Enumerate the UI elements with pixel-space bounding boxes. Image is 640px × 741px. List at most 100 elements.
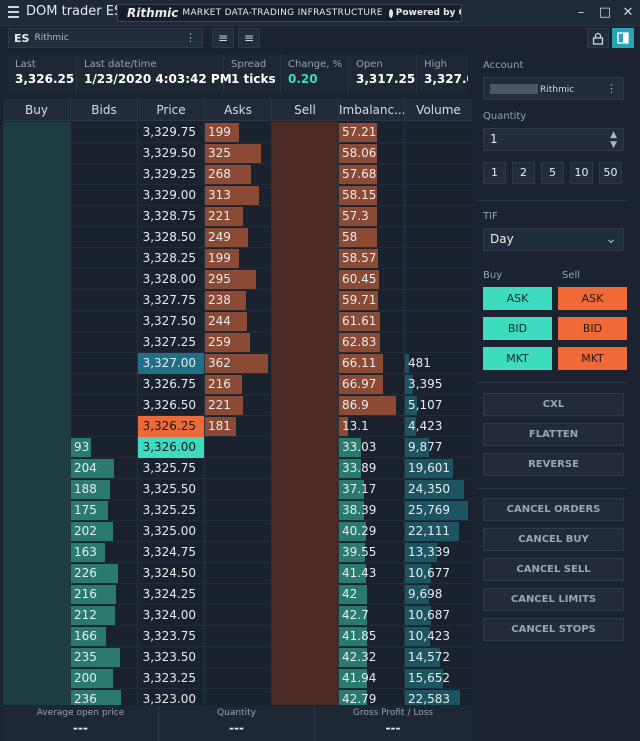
asks-cell[interactable]: 221 bbox=[205, 395, 272, 416]
price-cell[interactable]: 3,328.25 bbox=[138, 248, 205, 269]
price-cell[interactable]: 3,324.00 bbox=[138, 605, 205, 626]
price-cell[interactable]: 3,327.50 bbox=[138, 311, 205, 332]
sell-cell[interactable] bbox=[272, 164, 339, 185]
asks-cell[interactable] bbox=[205, 689, 272, 705]
reverse-button[interactable]: REVERSE bbox=[483, 453, 624, 476]
price-cell[interactable]: 3,327.00 bbox=[138, 353, 205, 374]
bids-cell[interactable]: 216 bbox=[71, 584, 138, 605]
sell-cell[interactable] bbox=[272, 689, 339, 705]
asks-cell[interactable]: 362 bbox=[205, 353, 272, 374]
bids-cell[interactable]: 163 bbox=[71, 542, 138, 563]
buy-cell[interactable] bbox=[3, 500, 71, 521]
sell-cell[interactable] bbox=[272, 269, 339, 290]
buy-cell[interactable] bbox=[3, 458, 71, 479]
buy-cell[interactable] bbox=[3, 143, 71, 164]
bids-cell[interactable]: 226 bbox=[71, 563, 138, 584]
bids-cell[interactable]: 212 bbox=[71, 605, 138, 626]
buy-cell[interactable] bbox=[3, 353, 71, 374]
buy-ask-button[interactable]: ASK bbox=[483, 287, 552, 310]
qty-preset-10[interactable]: 10 bbox=[570, 162, 593, 184]
col-header-bids[interactable]: Bids bbox=[71, 99, 138, 120]
asks-cell[interactable]: 199 bbox=[205, 122, 272, 143]
bids-cell[interactable] bbox=[71, 332, 138, 353]
bids-cell[interactable] bbox=[71, 290, 138, 311]
price-cell[interactable]: 3,323.00 bbox=[138, 689, 205, 705]
asks-cell[interactable] bbox=[205, 500, 272, 521]
buy-cell[interactable] bbox=[3, 227, 71, 248]
qty-preset-2[interactable]: 2 bbox=[512, 162, 535, 184]
asks-cell[interactable]: 249 bbox=[205, 227, 272, 248]
bids-cell[interactable] bbox=[71, 248, 138, 269]
asks-cell[interactable]: 295 bbox=[205, 269, 272, 290]
buy-cell[interactable] bbox=[3, 164, 71, 185]
stepper-arrows-icon[interactable]: ▲ ▼ bbox=[610, 130, 617, 150]
buy-cell[interactable] bbox=[3, 206, 71, 227]
buy-cell[interactable] bbox=[3, 269, 71, 290]
sell-cell[interactable] bbox=[272, 605, 339, 626]
price-cell[interactable]: 3,325.00 bbox=[138, 521, 205, 542]
asks-cell[interactable] bbox=[205, 605, 272, 626]
price-cell[interactable]: 3,326.25 bbox=[138, 416, 205, 437]
sell-cell[interactable] bbox=[272, 332, 339, 353]
col-header-sell[interactable]: Sell bbox=[272, 99, 339, 120]
asks-cell[interactable] bbox=[205, 479, 272, 500]
buy-mkt-button[interactable]: MKT bbox=[483, 347, 552, 370]
bids-cell[interactable]: 166 bbox=[71, 626, 138, 647]
account-selector[interactable]: Rithmic ⋮ bbox=[483, 77, 624, 100]
lock-icon[interactable] bbox=[587, 28, 609, 48]
bids-cell[interactable]: 188 bbox=[71, 479, 138, 500]
sell-cell[interactable] bbox=[272, 647, 339, 668]
buy-cell[interactable] bbox=[3, 374, 71, 395]
sell-cell[interactable] bbox=[272, 668, 339, 689]
buy-bid-button[interactable]: BID bbox=[483, 317, 552, 340]
center-price-icon[interactable]: ≡ bbox=[212, 28, 234, 48]
bids-cell[interactable]: 200 bbox=[71, 668, 138, 689]
asks-cell[interactable] bbox=[205, 458, 272, 479]
price-cell[interactable]: 3,329.75 bbox=[138, 122, 205, 143]
sell-cell[interactable] bbox=[272, 185, 339, 206]
col-header-price[interactable]: Price bbox=[138, 99, 205, 120]
sell-cell[interactable] bbox=[272, 416, 339, 437]
bids-cell[interactable]: 175 bbox=[71, 500, 138, 521]
tif-select[interactable]: Day ⌄ bbox=[483, 228, 624, 251]
buy-cell[interactable] bbox=[3, 416, 71, 437]
price-cell[interactable]: 3,325.50 bbox=[138, 479, 205, 500]
bids-cell[interactable]: 202 bbox=[71, 521, 138, 542]
sell-cell[interactable] bbox=[272, 395, 339, 416]
asks-cell[interactable] bbox=[205, 563, 272, 584]
sell-ask-button[interactable]: ASK bbox=[558, 287, 627, 310]
more-options-icon[interactable]: ⋮ bbox=[606, 82, 617, 95]
price-cell[interactable]: 3,329.25 bbox=[138, 164, 205, 185]
bids-cell[interactable] bbox=[71, 353, 138, 374]
bids-cell[interactable] bbox=[71, 143, 138, 164]
price-cell[interactable]: 3,324.25 bbox=[138, 584, 205, 605]
more-options-icon[interactable]: ⋮ bbox=[185, 31, 196, 44]
price-cell[interactable]: 3,328.75 bbox=[138, 206, 205, 227]
sell-cell[interactable] bbox=[272, 353, 339, 374]
sell-cell[interactable] bbox=[272, 374, 339, 395]
col-header-asks[interactable]: Asks bbox=[205, 99, 272, 120]
sell-cell[interactable] bbox=[272, 626, 339, 647]
buy-cell[interactable] bbox=[3, 311, 71, 332]
cxl-button[interactable]: CXL bbox=[483, 393, 624, 416]
price-cell[interactable]: 3,328.50 bbox=[138, 227, 205, 248]
asks-cell[interactable] bbox=[205, 437, 272, 458]
sell-cell[interactable] bbox=[272, 206, 339, 227]
minimize-button[interactable]: – bbox=[577, 5, 585, 20]
bids-cell[interactable] bbox=[71, 122, 138, 143]
sell-mkt-button[interactable]: MKT bbox=[558, 347, 627, 370]
auto-center-icon[interactable]: ≡ bbox=[238, 28, 260, 48]
asks-cell[interactable] bbox=[205, 584, 272, 605]
cancel-stops-button[interactable]: CANCEL STOPS bbox=[483, 618, 624, 641]
price-cell[interactable]: 3,327.25 bbox=[138, 332, 205, 353]
bids-cell[interactable] bbox=[71, 206, 138, 227]
buy-cell[interactable] bbox=[3, 248, 71, 269]
price-cell[interactable]: 3,325.25 bbox=[138, 500, 205, 521]
sell-cell[interactable] bbox=[272, 437, 339, 458]
col-header-volume[interactable]: Volume bbox=[416, 103, 461, 117]
asks-cell[interactable] bbox=[205, 521, 272, 542]
price-cell[interactable]: 3,326.75 bbox=[138, 374, 205, 395]
buy-cell[interactable] bbox=[3, 668, 71, 689]
asks-cell[interactable] bbox=[205, 626, 272, 647]
sell-cell[interactable] bbox=[272, 563, 339, 584]
